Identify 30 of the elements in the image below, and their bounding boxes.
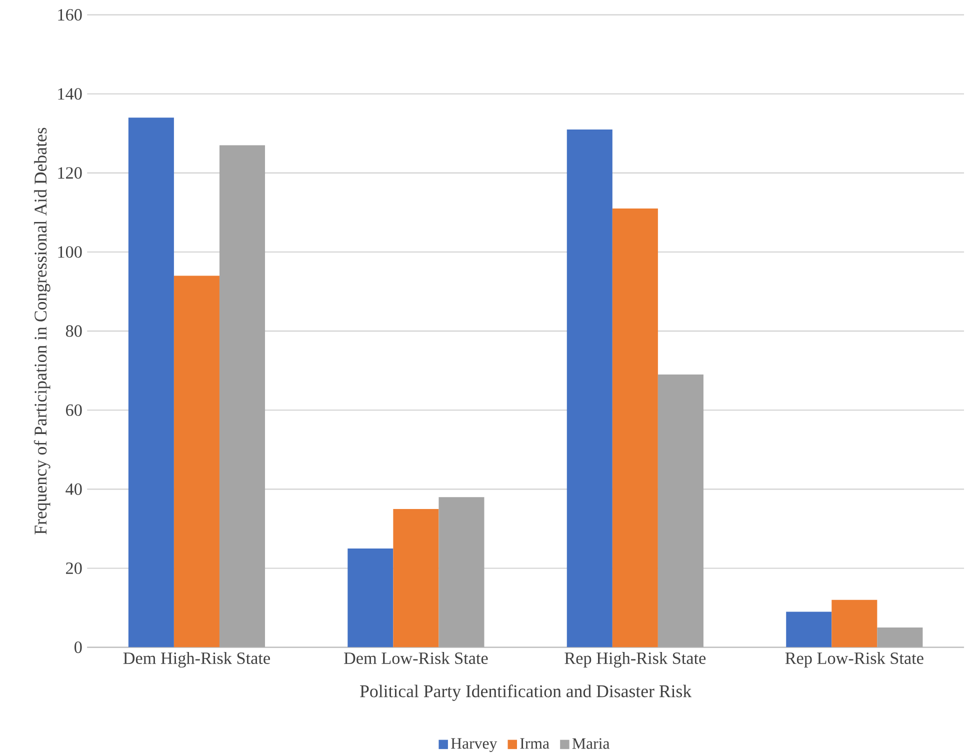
y-tick-label: 140	[58, 88, 82, 100]
bar	[612, 208, 658, 648]
x-tick-label: Rep High-Risk State	[564, 652, 706, 668]
bar	[348, 548, 394, 648]
bar	[393, 508, 439, 648]
bar	[438, 497, 484, 648]
bar	[128, 118, 174, 648]
bar	[174, 276, 220, 648]
bar	[566, 129, 612, 648]
y-tick-label: 60	[66, 404, 82, 416]
x-tick-label: Rep Low-Risk State	[785, 652, 924, 668]
y-tick-label: 40	[66, 483, 82, 495]
x-tick-label: Dem Low-Risk State	[344, 652, 488, 664]
y-tick-label: 0	[74, 642, 82, 654]
bar	[219, 145, 266, 648]
legend-label: Harvey	[451, 738, 498, 752]
bar	[786, 612, 832, 648]
bar	[658, 374, 704, 648]
y-tick-label: 160	[58, 9, 82, 21]
legend-label: Irma	[520, 738, 550, 749]
y-tick-label: 100	[58, 246, 82, 258]
x-tick-label: Dem High-Risk State	[123, 652, 270, 668]
bar	[832, 600, 878, 648]
y-tick-label: 80	[66, 325, 82, 337]
y-tick-label: 120	[58, 167, 82, 179]
bar	[877, 628, 923, 648]
x-axis-title: Political Party Identification and Disaster Risk	[360, 684, 692, 701]
legend-label: Maria	[572, 738, 610, 749]
y-axis-title: Frequency of Participation in Congressional Aid Debates	[34, 128, 50, 534]
y-tick-label: 20	[66, 562, 82, 574]
